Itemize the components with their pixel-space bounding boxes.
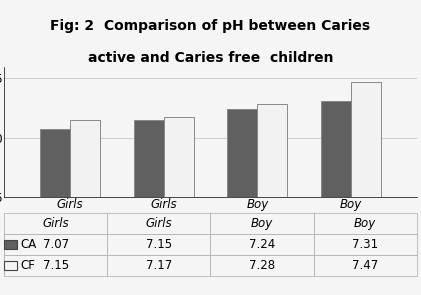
Bar <box>321 101 351 295</box>
Bar <box>351 82 381 295</box>
Bar <box>40 129 70 295</box>
Bar <box>257 104 288 295</box>
Bar <box>70 120 100 295</box>
Text: Fig: 2  Comparison of pH between Caries: Fig: 2 Comparison of pH between Caries <box>51 19 370 33</box>
Text: active and Caries free  children: active and Caries free children <box>88 51 333 65</box>
Bar <box>227 109 257 295</box>
Text: CF: CF <box>20 259 35 272</box>
Text: CA: CA <box>20 238 36 251</box>
Bar <box>164 117 194 295</box>
Bar <box>133 120 164 295</box>
